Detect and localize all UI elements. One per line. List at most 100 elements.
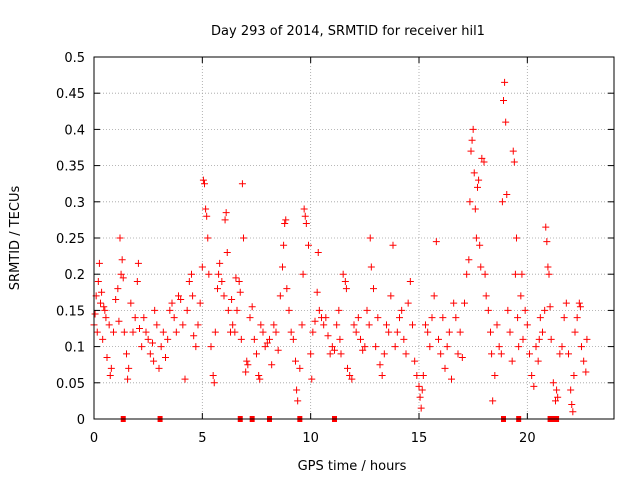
data-point <box>307 350 315 358</box>
data-point <box>151 306 159 314</box>
data-point <box>376 361 384 369</box>
data-point <box>155 364 163 372</box>
data-point <box>244 361 252 369</box>
data-point <box>534 357 542 365</box>
data-point <box>500 96 507 104</box>
data-point <box>560 314 568 322</box>
data-point <box>342 285 350 293</box>
data-point <box>115 317 123 325</box>
grid-lines <box>94 57 614 419</box>
data-point <box>221 216 229 224</box>
data-point <box>259 328 267 336</box>
data-point <box>238 180 246 188</box>
data-point <box>509 147 517 155</box>
data-point <box>549 379 557 387</box>
data-point <box>162 353 169 361</box>
data-point <box>532 343 540 351</box>
data-point <box>283 285 291 293</box>
data-point <box>242 368 250 376</box>
data-point <box>144 335 152 343</box>
data-point <box>495 343 503 351</box>
data-point <box>202 205 210 213</box>
data-point <box>266 335 273 343</box>
data-point <box>558 343 566 351</box>
data-point <box>463 270 471 278</box>
data-point <box>314 248 322 256</box>
data-point <box>480 158 488 166</box>
data-point <box>150 357 158 365</box>
data-point <box>391 343 399 351</box>
data-point <box>372 343 380 351</box>
data-point <box>164 335 172 343</box>
data-point <box>575 299 583 307</box>
y-tick-label: 0.15 <box>56 304 85 319</box>
data-point <box>224 306 232 314</box>
data-point <box>443 343 451 351</box>
data-point <box>419 372 427 380</box>
data-point <box>389 241 397 249</box>
data-point <box>396 314 403 322</box>
data-point <box>542 223 550 231</box>
data-point <box>380 350 388 358</box>
data-point <box>488 350 496 358</box>
data-point <box>294 397 302 405</box>
data-point <box>474 183 481 191</box>
data-point <box>430 292 438 300</box>
data-point <box>400 335 408 343</box>
data-point <box>568 401 576 409</box>
data-point <box>418 386 426 394</box>
data-point <box>123 350 130 358</box>
data-point <box>101 306 109 314</box>
data-point <box>246 314 254 322</box>
data-point <box>367 263 375 271</box>
data-point <box>416 393 424 401</box>
data-point <box>478 154 486 162</box>
data-point <box>159 328 167 336</box>
data-point <box>417 404 425 412</box>
data-point <box>501 78 509 86</box>
data-point <box>530 382 538 390</box>
data-point <box>192 343 200 351</box>
data-point <box>498 198 506 206</box>
data-point <box>502 118 510 126</box>
data-point <box>519 335 527 343</box>
data-point <box>117 270 125 278</box>
data-point <box>402 350 410 358</box>
data-point <box>112 296 120 304</box>
data-point <box>106 372 114 380</box>
data-point <box>292 357 299 365</box>
data-point <box>232 274 240 282</box>
data-point <box>565 350 572 358</box>
data-point <box>583 335 591 343</box>
data-point <box>134 259 142 267</box>
data-point <box>282 216 290 224</box>
y-tick-label: 0.5 <box>64 51 85 66</box>
data-point <box>256 375 264 383</box>
data-point <box>409 321 416 329</box>
data-point <box>95 259 103 267</box>
data-point <box>93 328 101 336</box>
data-point <box>543 238 551 246</box>
data-point <box>458 353 466 361</box>
data-point <box>339 270 347 278</box>
y-tick-label: 0.25 <box>56 232 85 247</box>
data-point <box>475 176 483 184</box>
data-point <box>302 220 310 228</box>
data-point <box>198 263 206 271</box>
data-point <box>222 209 230 217</box>
data-point <box>406 277 414 285</box>
data-point <box>229 321 237 329</box>
data-point <box>439 314 447 322</box>
data-point <box>467 147 475 155</box>
data-point <box>545 270 553 278</box>
data-point <box>497 350 505 358</box>
y-tick-label: 0.1 <box>64 341 85 356</box>
data-point <box>181 375 189 383</box>
data-point <box>289 335 297 343</box>
data-point <box>309 328 317 336</box>
data-point <box>209 372 217 380</box>
data-point <box>354 314 362 322</box>
data-point <box>215 270 223 278</box>
data-point <box>235 277 243 285</box>
